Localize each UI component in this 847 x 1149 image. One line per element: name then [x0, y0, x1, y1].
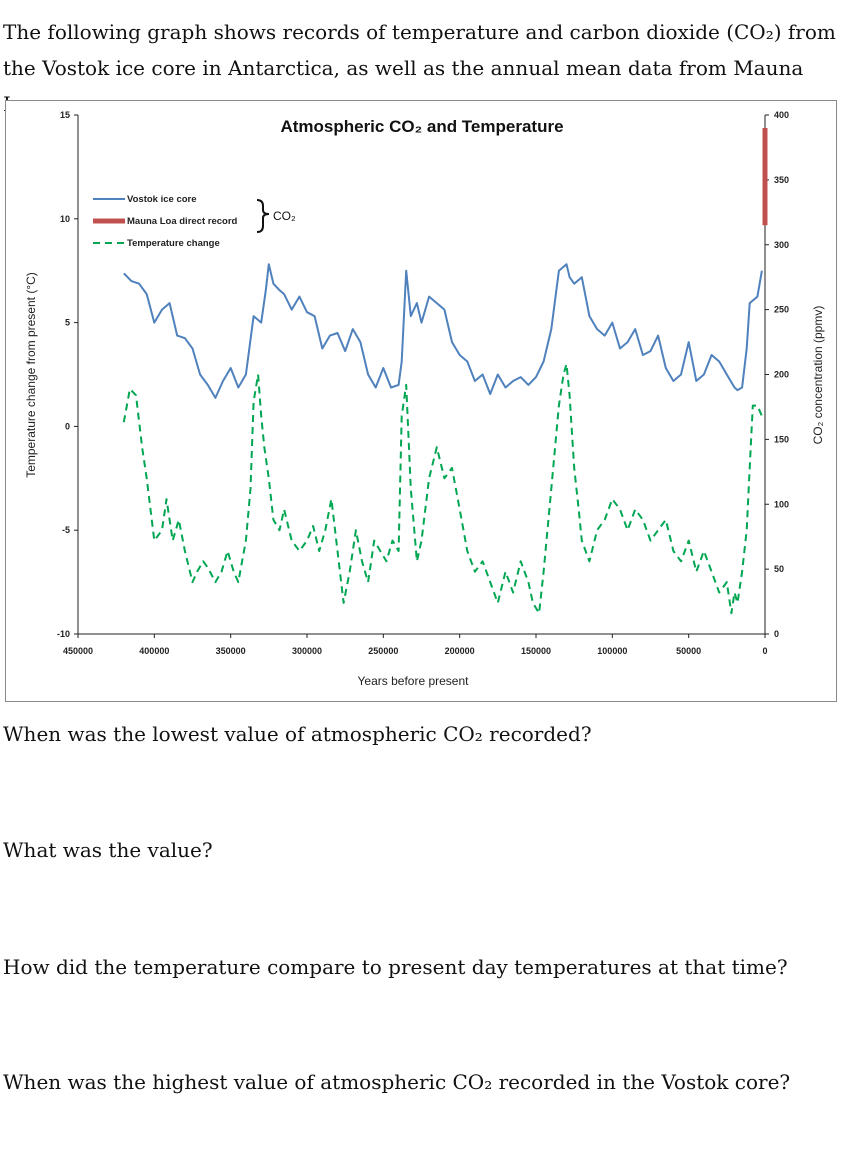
x-tick-label: 200000 [445, 646, 475, 656]
x-tick-label: 0 [762, 646, 767, 656]
question-2: What was the value? [3, 838, 213, 862]
legend-label-mauna-loa: Mauna Loa direct record [127, 216, 238, 227]
question-1: When was the lowest value of atmospheric… [3, 722, 592, 746]
co2-temperature-chart: Atmospheric CO₂ and Temperature 450000 40… [5, 100, 837, 702]
y-left-tick-label: -5 [62, 525, 70, 535]
y-right-tick-label: 250 [774, 305, 789, 315]
y-right-tick-label: 400 [774, 110, 789, 120]
y-left-tick-label: 0 [65, 421, 70, 431]
y-left-axis-label: Temperature change from present (°C) [24, 272, 38, 478]
x-tick-label: 150000 [521, 646, 551, 656]
x-tick-label: 350000 [216, 646, 246, 656]
x-tick-label: 100000 [597, 646, 627, 656]
x-axis-label: Years before present [358, 674, 470, 688]
temperature-change-line [122, 363, 763, 615]
y-left-tick-label: 10 [60, 214, 70, 224]
x-tick-label: 300000 [292, 646, 322, 656]
x-tick-label: 400000 [139, 646, 169, 656]
y-left-tick-label: 15 [60, 110, 70, 120]
y-right-tick-label: 350 [774, 175, 789, 185]
x-tick-label: 50000 [676, 646, 701, 656]
x-tick-label: 250000 [368, 646, 398, 656]
y-right-tick-label: 50 [774, 564, 784, 574]
tick-layer: 450000 400000 350000 300000 250000 200000 1500… [57, 110, 789, 656]
y-right-tick-label: 150 [774, 434, 789, 444]
x-tick-label: 450000 [63, 646, 93, 656]
chart-title: Atmospheric CO₂ and Temperature [280, 117, 563, 136]
question-3: How did the temperature compare to prese… [3, 955, 788, 979]
y-left-tick-label: 5 [65, 318, 70, 328]
legend-label-temperature: Temperature change [127, 238, 220, 249]
chart-legend: Vostok ice core Mauna Loa direct record … [93, 194, 296, 249]
y-right-tick-label: 300 [774, 240, 789, 250]
series-layer [122, 128, 768, 615]
y-right-axis-label: CO₂ concentration (ppmv) [811, 306, 825, 445]
legend-bracket [256, 199, 270, 233]
vostok-co2-line [123, 263, 763, 399]
y-right-tick-label: 200 [774, 370, 789, 380]
legend-bracket-label: CO₂ [273, 209, 296, 223]
intro-text: The following graph shows records of tem… [3, 20, 836, 116]
chart-border [5, 100, 837, 702]
question-4: When was the highest value of atmospheri… [3, 1070, 791, 1094]
legend-label-vostok: Vostok ice core [127, 194, 197, 205]
y-left-tick-label: -10 [57, 629, 70, 639]
y-right-tick-label: 100 [774, 499, 789, 509]
y-right-tick-label: 0 [774, 629, 779, 639]
